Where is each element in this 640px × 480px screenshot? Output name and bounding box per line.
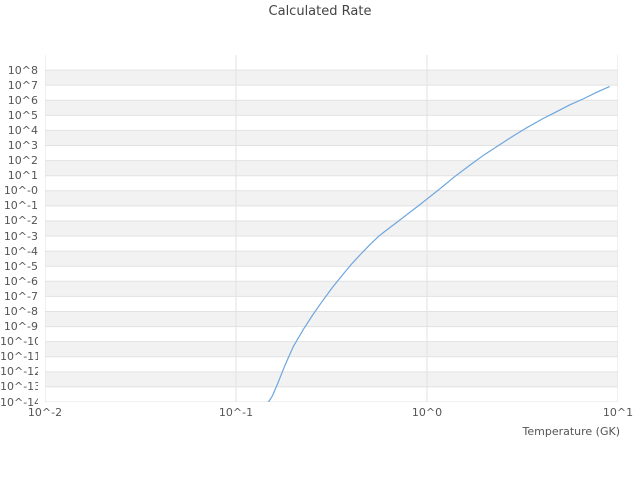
chart-title: Calculated Rate	[268, 4, 372, 19]
x-axis-title: Temperature (GK)	[522, 425, 621, 438]
y-tick-label: 10^-10	[0, 335, 38, 349]
y-tick-label: 10^2	[7, 154, 38, 168]
y-tick-label: 10^-14	[0, 395, 38, 409]
y-tick-label: 10^4	[7, 123, 38, 137]
x-tick-label: 10^0	[411, 406, 443, 419]
grid-band	[45, 341, 618, 357]
y-tick-label: 10^-6	[3, 274, 38, 288]
y-tick-label: 10^5	[7, 108, 38, 122]
grid-band	[45, 100, 618, 116]
y-tick-label: 10^-3	[3, 229, 38, 243]
grid-band	[45, 190, 618, 206]
y-tick-label: 10^-12	[0, 365, 38, 379]
grid-band	[45, 311, 618, 327]
y-tick-label: 10^7	[7, 78, 38, 92]
y-tick-label: 10^-5	[3, 259, 38, 273]
grid-band	[45, 251, 618, 267]
y-tick-label: 10^-0	[3, 184, 38, 198]
plot-svg	[45, 55, 618, 402]
y-tick-label: 10^-11	[0, 350, 38, 364]
y-tick-label: 10^8	[7, 63, 38, 77]
rate-line	[267, 86, 610, 402]
y-tick-label: 10^-13	[0, 380, 38, 394]
grid-band	[45, 371, 618, 387]
grid-band	[45, 130, 618, 146]
y-tick-label: 10^3	[7, 139, 38, 153]
y-tick-label: 10^-2	[3, 214, 38, 228]
x-tick-label: 10^-2	[27, 406, 63, 419]
y-tick-label: 10^1	[7, 169, 38, 183]
grid-band	[45, 160, 618, 176]
x-tick-label: 10^1	[602, 406, 634, 419]
y-tick-label: 10^-8	[3, 304, 38, 318]
grid-band	[45, 70, 618, 86]
y-tick-label: 10^-1	[3, 199, 38, 213]
y-tick-label: 10^-9	[3, 320, 38, 334]
y-tick-label: 10^-7	[3, 289, 38, 303]
plot-area	[45, 55, 618, 402]
grid-band	[45, 220, 618, 237]
y-tick-label: 10^6	[7, 93, 38, 107]
x-tick-label: 10^-1	[218, 406, 254, 419]
y-tick-label: 10^-4	[3, 244, 38, 258]
